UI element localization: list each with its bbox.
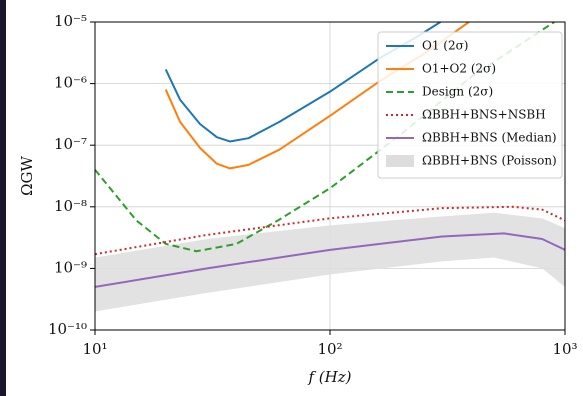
legend-label: ΩBBH+BNS (Poisson)	[422, 154, 557, 168]
legend-box	[377, 31, 563, 179]
x-axis-label: f (Hz)	[307, 368, 351, 386]
y-tick-label: 10⁻⁷	[54, 135, 87, 153]
y-tick-label: 10⁻⁹	[54, 258, 87, 276]
legend-label: O1 (2σ)	[422, 39, 468, 53]
legend-label: ΩBBH+BNS (Median)	[422, 131, 557, 145]
legend-label: ΩBBH+BNS+NSBH	[422, 108, 546, 122]
plot-frame	[94, 21, 566, 331]
y-tick-label: 10⁻⁵	[54, 12, 87, 30]
y-tick-label: 10⁻⁸	[54, 197, 87, 215]
y-tick-label: 10⁻¹⁰	[48, 320, 87, 338]
x-tick-label: 10¹	[82, 340, 107, 358]
y-axis-label: ΩGW	[18, 156, 36, 196]
y-tick-label: 10⁻⁶	[54, 74, 87, 92]
legend-swatch	[386, 155, 414, 167]
legend: O1 (2σ) O1+O2 (2σ) Design (2σ) ΩBBH+BNS+NSB…	[377, 31, 563, 179]
series-line	[95, 232, 565, 288]
legend-label: O1+O2 (2σ)	[422, 62, 496, 76]
x-tick-label: 10³	[552, 340, 577, 358]
series-line	[95, 205, 565, 256]
poisson-band	[95, 212, 565, 312]
legend-label: Design (2σ)	[422, 85, 493, 99]
x-tick-label: 10²	[317, 340, 342, 358]
